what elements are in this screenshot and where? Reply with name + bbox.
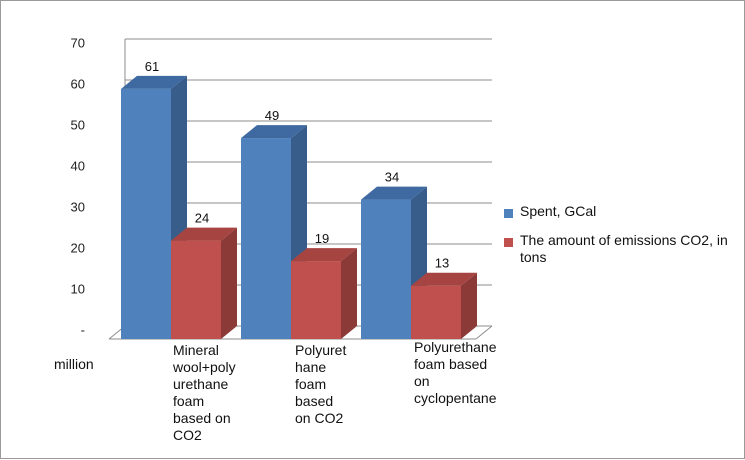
y-tick-label-50: 50	[71, 118, 85, 133]
bar-side-1-2	[461, 272, 477, 339]
bar-1-2	[411, 285, 461, 339]
category-label-1: Mineral wool+poly urethane foam based on…	[173, 342, 236, 443]
y-tick-label-30: 30	[71, 200, 85, 215]
legend-label-spent: Spent, GCal	[520, 203, 597, 219]
data-label-1-0: 24	[195, 211, 209, 226]
bar-top-0-1	[241, 125, 307, 139]
y-tick-label-10: 10	[71, 282, 85, 297]
bar-1-0	[171, 240, 221, 339]
unit-label: million	[54, 356, 94, 372]
legend-item-spent: Spent, GCal	[504, 203, 739, 220]
floor-right-edge	[475, 325, 493, 340]
data-label-0-0: 61	[145, 59, 159, 74]
y-tick-label-0: -	[81, 323, 85, 338]
y-tick-label-20: 20	[71, 241, 85, 256]
y-tick-label-40: 40	[71, 159, 85, 174]
bar-1-1	[291, 261, 341, 339]
data-label-1-2: 13	[435, 256, 449, 271]
legend-item-emissions: The amount of emissions CO2, in tons	[504, 232, 739, 266]
legend-swatch-emissions	[504, 238, 513, 247]
legend-label-emissions: The amount of emissions CO2, in tons	[520, 232, 728, 265]
bar-top-1-0	[171, 227, 237, 241]
data-label-0-1: 49	[265, 108, 279, 123]
chart-legend: Spent, GCal The amount of emissions CO2,…	[504, 203, 739, 278]
bar-top-0-2	[361, 186, 427, 200]
category-label-2: Polyuret hane foam based on CO2	[295, 342, 347, 426]
category-label-3: Polyurethane foam based on cyclopentane	[414, 339, 497, 406]
bar-top-0-0	[121, 75, 187, 89]
bar-0-2	[361, 199, 411, 339]
bar-0-0	[121, 88, 171, 340]
y-tick-label-70: 70	[71, 36, 85, 51]
bar-top-1-1	[291, 248, 357, 262]
bar-side-1-0	[221, 227, 237, 339]
bar-top-1-2	[411, 272, 477, 286]
bar-side-1-1	[341, 248, 357, 339]
data-label-0-2: 34	[385, 170, 399, 185]
bar-0-1	[241, 138, 291, 339]
data-label-1-1: 19	[315, 231, 329, 246]
legend-swatch-spent	[504, 209, 513, 218]
y-tick-label-60: 60	[71, 77, 85, 92]
